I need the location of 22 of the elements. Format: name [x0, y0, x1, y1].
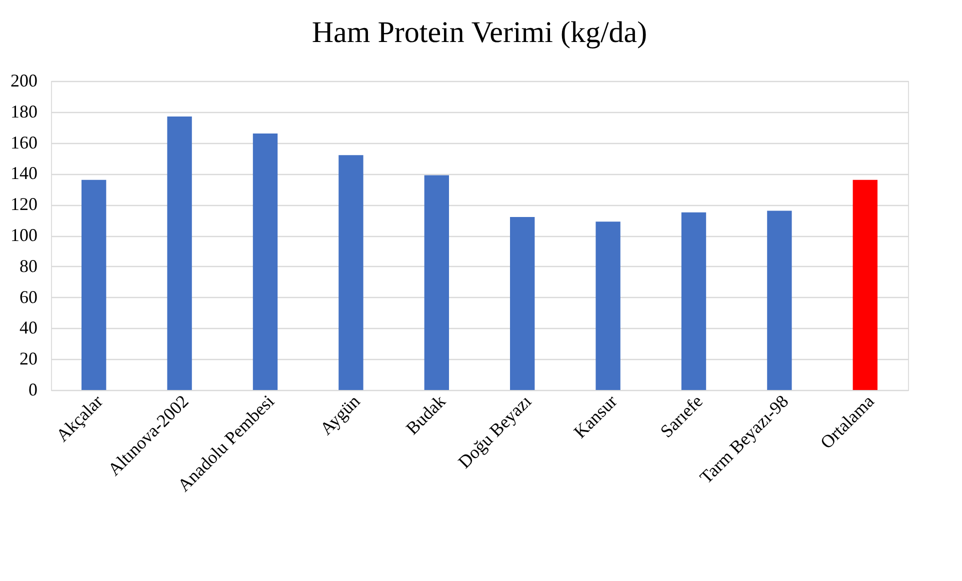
- y-tick-label: 60: [20, 286, 38, 307]
- y-tick-label: 140: [10, 163, 38, 184]
- bar: [596, 222, 620, 390]
- y-tick-label: 0: [28, 380, 38, 400]
- bar: [510, 216, 535, 390]
- y-tick-label: 200: [10, 70, 38, 90]
- y-tick-label: 160: [10, 132, 38, 152]
- y-tick-label: 180: [10, 101, 38, 122]
- bar: [82, 180, 106, 390]
- bar: [852, 180, 878, 390]
- bar: [424, 175, 449, 390]
- bar: [252, 134, 278, 390]
- y-tick-label: 80: [20, 256, 38, 276]
- y-tick-label: 20: [20, 348, 38, 369]
- chart-title: Ham Protein Verimi (kg/da): [312, 16, 648, 49]
- y-tick-label: 120: [10, 194, 38, 214]
- y-tick-label: 100: [10, 225, 38, 245]
- bar: [167, 116, 192, 390]
- bar: [681, 212, 706, 390]
- y-tick-label: 40: [20, 318, 38, 338]
- bar: [767, 210, 792, 390]
- bar: [338, 155, 364, 390]
